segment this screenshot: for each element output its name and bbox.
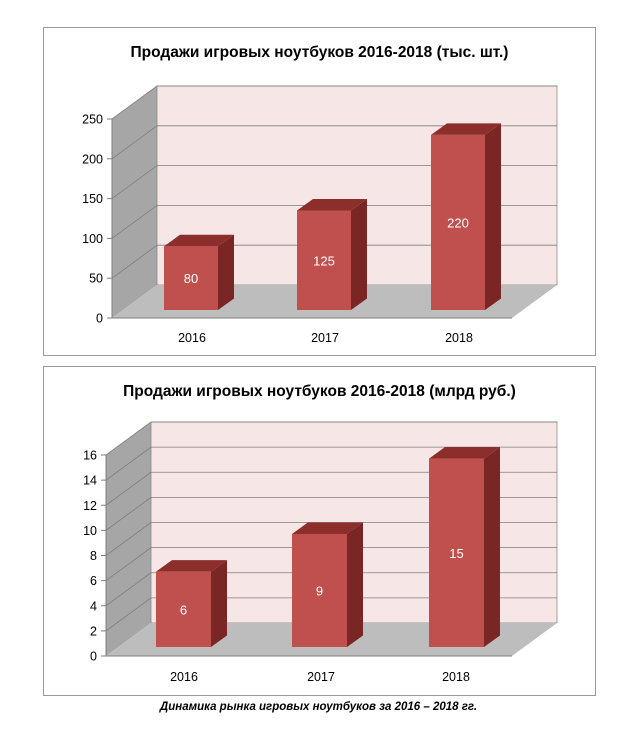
side-gridline — [105, 572, 152, 607]
bar-side — [485, 123, 501, 310]
figure-caption: Динамика рынка игровых ноутбуков за 2016… — [159, 701, 478, 713]
side-gridline — [105, 597, 152, 632]
bar-side — [484, 447, 500, 647]
x-tick-label: 2018 — [442, 670, 470, 684]
chart-title: Продажи игровых ноутбуков 2016-2018 (млр… — [123, 383, 516, 400]
y-tick-label: 4 — [90, 599, 97, 613]
data-label: 80 — [184, 271, 198, 286]
x-tick-label: 2016 — [170, 670, 198, 684]
side-gridline — [111, 85, 158, 120]
x-tick-label: 2018 — [445, 331, 473, 345]
bar-top — [431, 123, 501, 135]
bar-top — [297, 198, 367, 211]
side-gridline — [111, 165, 158, 199]
y-tick-label: 250 — [82, 113, 103, 127]
data-label: 15 — [449, 546, 463, 561]
chart-panel-units: Продажи игровых ноутбуков 2016-2018 (тыс… — [43, 27, 596, 356]
bar-top — [429, 447, 500, 459]
y-tick-label: 0 — [96, 312, 103, 326]
bar — [164, 246, 218, 310]
bar — [429, 458, 484, 647]
y-tick-label: 12 — [83, 499, 97, 513]
side-gridline — [105, 421, 152, 456]
bar — [431, 134, 485, 310]
side-gridline — [111, 205, 158, 239]
bar — [292, 533, 347, 647]
chart-panel-revenue: Продажи игровых ноутбуков 2016-2018 (млр… — [43, 366, 596, 696]
y-tick-label: 8 — [90, 549, 97, 563]
y-tick-label: 50 — [89, 272, 103, 286]
data-label: 125 — [313, 253, 335, 268]
bar-side — [218, 234, 234, 310]
bar-top — [164, 234, 234, 247]
y-tick-label: 200 — [82, 152, 103, 166]
side-gridline — [105, 446, 152, 481]
side-gridline — [105, 497, 152, 531]
y-tick-label: 0 — [90, 650, 97, 664]
bar-top — [292, 522, 363, 534]
x-tick-label: 2017 — [311, 331, 339, 345]
side-wall — [112, 86, 157, 318]
bar — [156, 571, 211, 647]
data-label: 9 — [316, 583, 323, 598]
side-gridline — [105, 522, 152, 556]
bar-side — [351, 198, 367, 310]
side-gridline — [111, 125, 158, 160]
bar-chart-revenue: 0 2 4 6 8 10 12 14 16 6 2016 9 2017 15 2018 — [83, 421, 558, 684]
data-label: 220 — [447, 215, 469, 230]
y-tick-label: 2 — [90, 624, 97, 638]
bar-chart-units: 0 50 100 150 200 250 80 2016 125 2017 220 2018 — [82, 85, 558, 345]
chart-title: Продажи игровых ноутбуков 2016-2018 (тыс… — [130, 44, 509, 61]
bar-side — [347, 522, 363, 647]
side-gridline — [111, 244, 158, 279]
bar-side — [211, 560, 227, 647]
side-gridline — [105, 547, 152, 581]
side-gridline — [105, 471, 152, 506]
y-tick-label: 14 — [83, 474, 97, 488]
bar — [297, 210, 351, 310]
y-tick-label: 6 — [90, 574, 97, 588]
y-tick-label: 100 — [82, 232, 103, 246]
y-tick-label: 10 — [83, 524, 97, 538]
data-label: 6 — [180, 602, 187, 617]
x-tick-label: 2017 — [307, 670, 335, 684]
x-tick-label: 2016 — [178, 331, 206, 345]
y-tick-label: 150 — [82, 192, 103, 206]
bar-top — [156, 560, 227, 572]
y-tick-label: 16 — [83, 449, 97, 463]
